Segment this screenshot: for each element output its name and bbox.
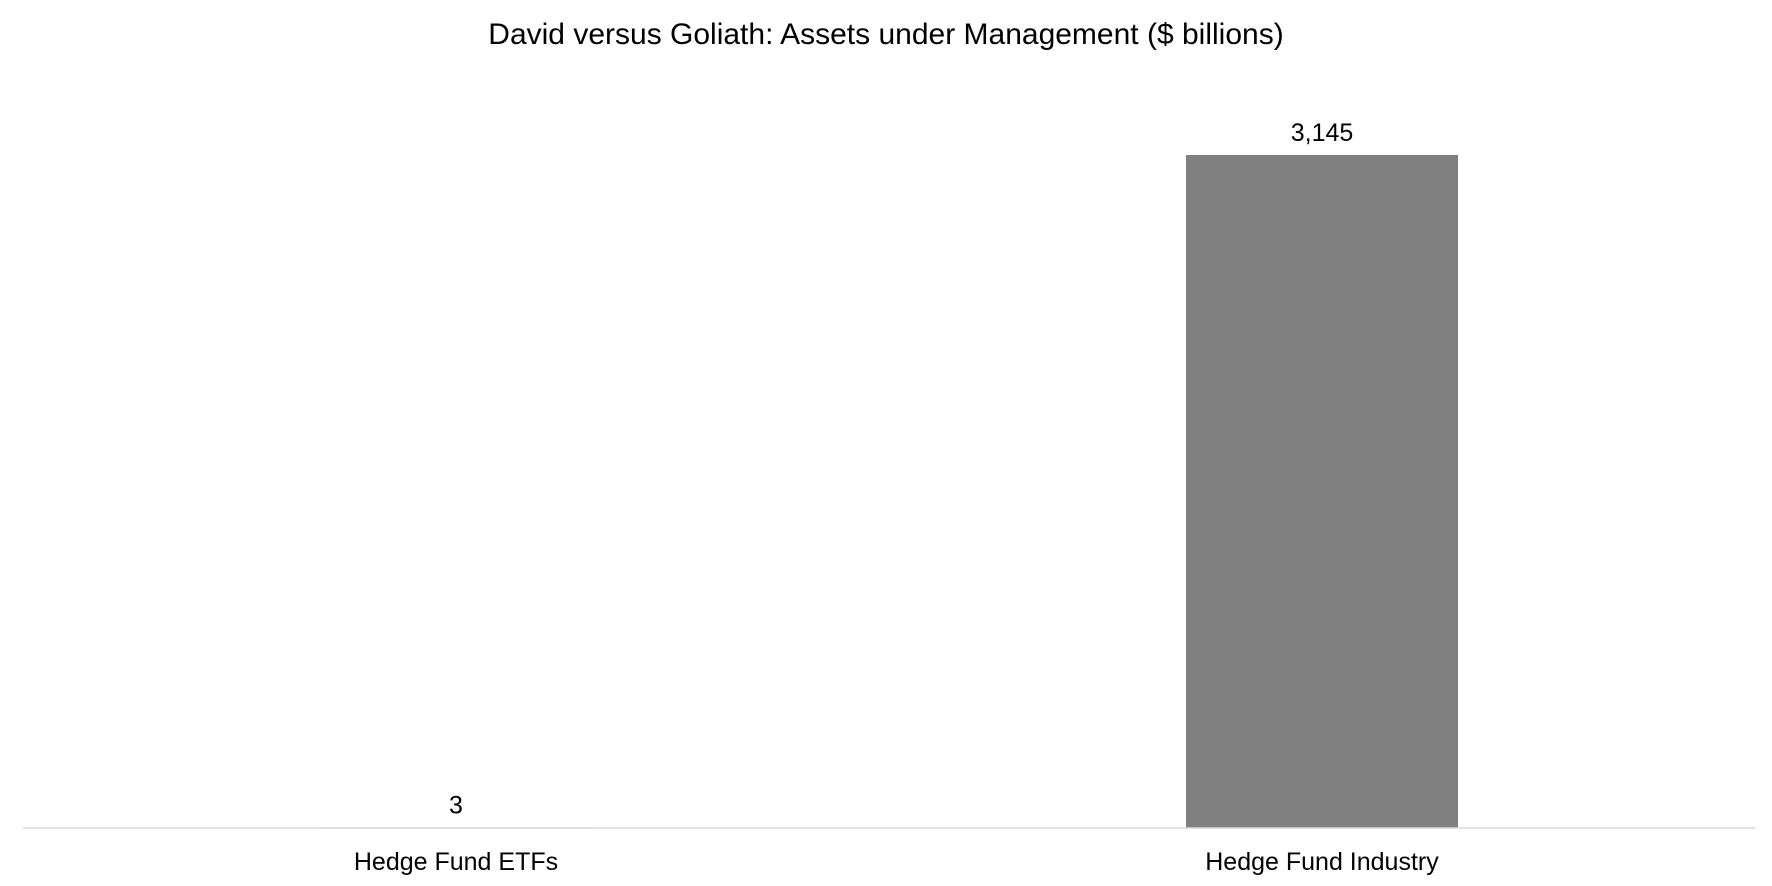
category-label-hedge-fund-industry: Hedge Fund Industry [1205, 848, 1439, 876]
data-label-hedge-fund-industry: 3,145 [1291, 119, 1354, 147]
bar-hedge-fund-industry [1186, 155, 1458, 828]
chart-title: David versus Goliath: Assets under Manag… [488, 18, 1283, 51]
category-label-hedge-fund-etfs: Hedge Fund ETFs [354, 848, 558, 876]
bars-layer [320, 155, 1458, 828]
category-labels-layer: Hedge Fund ETFs Hedge Fund Industry [354, 848, 1439, 876]
data-labels-layer: 3 3,145 [449, 119, 1353, 819]
data-label-hedge-fund-etfs: 3 [449, 791, 463, 819]
